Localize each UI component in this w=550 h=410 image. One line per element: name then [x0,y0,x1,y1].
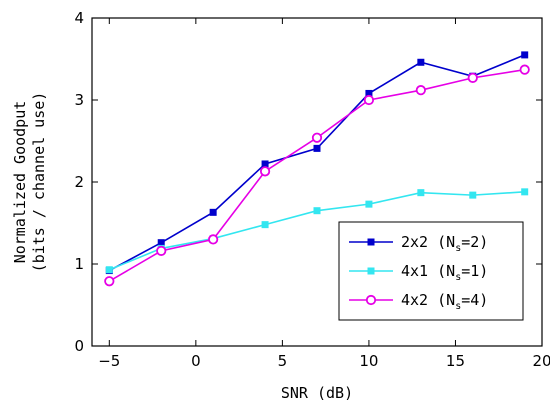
data-point-4x2 [311,132,323,143]
y-tick-label: 0 [74,337,84,355]
legend-subscript: s [455,301,461,312]
legend-series-name: 4x2 (N [401,291,455,309]
x-tick-label: 0 [191,352,201,370]
legend-marker [367,238,375,246]
legend: 2x2 (Ns=2)4x1 (Ns=1)4x2 (Ns=4) [338,221,524,321]
data-point-2x2 [313,144,321,152]
data-point-4x1 [261,221,269,229]
data-point-4x2 [259,166,271,177]
legend-marker [367,267,375,275]
legend-label: 4x1 (Ns=1) [401,262,488,283]
legend-series-name: 4x1 (N [401,262,455,280]
data-point-4x2 [467,72,478,83]
data-point-4x2 [363,94,375,106]
data-point-2x2 [157,239,165,247]
legend-param-value: =1) [461,262,488,280]
x-tick-label: 5 [278,352,288,370]
y-axis-title-line1: Normalized Goodput [11,101,29,264]
data-point-2x2 [365,89,373,97]
data-point-4x2 [156,245,167,256]
legend-param-value: =4) [461,291,488,309]
legend-subscript: s [455,272,461,283]
y-axis-title-line2: (bits / channel use) [30,92,48,273]
axes: −5 0 5 10 15 20 0 1 2 3 4 [74,9,550,370]
legend-label: 2x2 (Ns=2) [401,233,488,254]
series-lines [104,51,530,287]
y-axis-title: Normalized Goodput (bits / channel use) [11,92,48,273]
series-4x2 [104,64,530,287]
legend-subscript: s [455,243,461,254]
legend-series-name: 2x2 (N [401,233,455,251]
data-point-4x1 [521,188,529,196]
data-point-4x2 [519,64,530,75]
legend-item-4x2: 4x2 (Ns=4) [349,291,488,312]
data-point-4x1 [313,207,321,215]
y-tick-label: 4 [74,9,84,27]
x-tick-label: −5 [98,352,120,370]
legend-marker [365,294,377,306]
legend-label: 4x2 (Ns=4) [401,291,488,312]
data-point-4x1 [417,189,425,197]
y-tick-label: 2 [74,173,84,191]
data-point-2x2 [209,208,217,216]
x-tick-label: 20 [532,352,550,370]
data-point-2x2 [521,51,529,59]
data-point-4x1 [365,200,373,208]
x-tick-label: 15 [446,352,465,370]
data-point-2x2 [417,58,425,66]
x-tick-label: 10 [359,352,378,370]
data-point-4x2 [415,85,426,96]
y-tick-label: 3 [74,91,84,109]
y-tick-label: 1 [74,255,84,273]
legend-param-value: =2) [461,233,488,251]
legend-item-2x2: 2x2 (Ns=2) [349,233,488,254]
data-point-4x2 [104,276,115,287]
data-point-4x2 [208,234,219,245]
data-point-2x2 [261,160,269,168]
legend-item-4x1: 4x1 (Ns=1) [349,262,488,283]
data-point-4x1 [105,266,113,274]
data-point-4x1 [469,191,477,199]
x-axis-title: SNR (dB) [281,384,353,402]
